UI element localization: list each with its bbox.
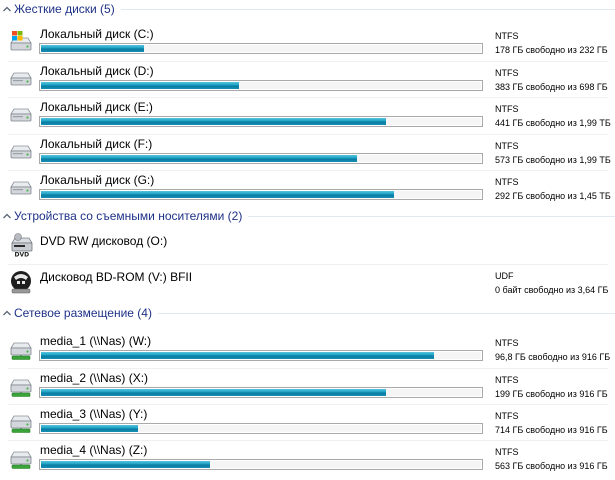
- filesystem-label: NTFS: [495, 31, 519, 41]
- collapse-chevron-icon[interactable]: [1, 304, 13, 322]
- drive-name: Локальный диск (D:): [40, 64, 154, 78]
- filesystem-label: NTFS: [495, 141, 519, 151]
- usage-bar: [39, 80, 483, 91]
- free-space-label: 292 ГБ свободно из 1,45 ТБ: [495, 191, 611, 201]
- drive-name: Локальный диск (F:): [40, 137, 153, 151]
- dvd-drive-icon: [8, 233, 34, 259]
- drive-item-f[interactable]: Локальный диск (F:) NTFS 573 ГБ свободно…: [0, 134, 615, 170]
- group-title: Сетевое размещение (4): [14, 306, 152, 320]
- usage-bar: [39, 189, 483, 200]
- usage-bar-fill: [41, 191, 394, 198]
- filesystem-label: NTFS: [495, 338, 519, 348]
- hard-drive-icon: [8, 102, 34, 128]
- usage-bar-fill: [41, 389, 386, 396]
- drive-item-g[interactable]: Локальный диск (G:) NTFS 292 ГБ свободно…: [0, 170, 615, 206]
- item-separator: [8, 170, 608, 171]
- hard-drive-icon: [8, 66, 34, 92]
- bd-rom-disc-icon: [8, 269, 34, 295]
- group-divider: [120, 8, 615, 10]
- filesystem-label: UDF: [495, 271, 514, 281]
- drive-name: Дисковод BD-ROM (V:) BFII: [40, 270, 193, 284]
- drive-name: Локальный диск (E:): [40, 100, 153, 114]
- drive-item-w[interactable]: media_1 (\\Nas) (W:) NTFS 96,8 ГБ свобод…: [0, 331, 615, 367]
- usage-bar: [39, 459, 483, 470]
- network-drive-icon: [8, 445, 34, 471]
- drive-item-e[interactable]: Локальный диск (E:) NTFS 441 ГБ свободно…: [0, 97, 615, 133]
- free-space-label: 96,8 ГБ свободно из 916 ГБ: [495, 352, 611, 362]
- filesystem-label: NTFS: [495, 68, 519, 78]
- group-divider: [248, 215, 615, 217]
- usage-bar: [39, 43, 483, 54]
- filesystem-label: NTFS: [495, 177, 519, 187]
- collapse-chevron-icon[interactable]: [1, 0, 13, 18]
- drive-item-d[interactable]: Локальный диск (D:) NTFS 383 ГБ свободно…: [0, 61, 615, 97]
- drive-name: DVD RW дисковод (O:): [40, 234, 168, 248]
- item-separator: [8, 404, 608, 405]
- usage-bar: [39, 350, 483, 361]
- group-title: Устройства со съемными носителями (2): [14, 209, 243, 223]
- group-title: Жесткие диски (5): [14, 2, 115, 16]
- usage-bar-fill: [41, 82, 239, 89]
- free-space-label: 178 ГБ свободно из 232 ГБ: [495, 45, 608, 55]
- drive-item-x[interactable]: media_2 (\\Nas) (X:) NTFS 199 ГБ свободн…: [0, 368, 615, 404]
- usage-bar-fill: [41, 425, 138, 432]
- network-drive-icon: [8, 409, 34, 435]
- network-drive-icon: [8, 336, 34, 362]
- usage-bar: [39, 153, 483, 164]
- group-header-network[interactable]: Сетевое размещение (4): [0, 304, 615, 322]
- hard-drive-icon: [8, 139, 34, 165]
- drive-item-v[interactable]: Дисковод BD-ROM (V:) BFII UDF 0 байт сво…: [0, 264, 615, 300]
- item-separator: [8, 264, 608, 265]
- usage-bar-fill: [41, 45, 144, 52]
- drive-item-z[interactable]: media_4 (\\Nas) (Z:) NTFS 563 ГБ свободн…: [0, 440, 615, 476]
- usage-bar-fill: [41, 352, 434, 359]
- drive-item-y[interactable]: media_3 (\\Nas) (Y:) NTFS 714 ГБ свободн…: [0, 404, 615, 440]
- free-space-label: 0 байт свободно из 3,64 ГБ: [495, 285, 609, 295]
- free-space-label: 199 ГБ свободно из 916 ГБ: [495, 389, 608, 399]
- usage-bar-fill: [41, 155, 357, 162]
- filesystem-label: NTFS: [495, 375, 519, 385]
- free-space-label: 714 ГБ свободно из 916 ГБ: [495, 425, 608, 435]
- filesystem-label: NTFS: [495, 447, 519, 457]
- item-separator: [8, 368, 608, 369]
- group-header-removable[interactable]: Устройства со съемными носителями (2): [0, 207, 615, 225]
- free-space-label: 383 ГБ свободно из 698 ГБ: [495, 82, 608, 92]
- drive-name: media_1 (\\Nas) (W:): [40, 334, 152, 348]
- network-drive-icon: [8, 373, 34, 399]
- usage-bar-fill: [41, 461, 210, 468]
- usage-bar: [39, 116, 483, 127]
- hard-drive-icon: [8, 175, 34, 201]
- item-separator: [8, 134, 608, 135]
- free-space-label: 573 ГБ свободно из 1,99 ТБ: [495, 155, 611, 165]
- item-separator: [8, 61, 608, 62]
- drive-name: media_2 (\\Nas) (X:): [40, 371, 149, 385]
- item-separator: [8, 97, 608, 98]
- group-divider: [157, 312, 615, 314]
- collapse-chevron-icon[interactable]: [1, 207, 13, 225]
- drive-item-o[interactable]: DVD RW дисковод (O:): [0, 228, 615, 264]
- usage-bar: [39, 387, 483, 398]
- drive-name: Локальный диск (G:): [40, 173, 155, 187]
- drive-item-c[interactable]: Локальный диск (C:) NTFS 178 ГБ свободно…: [0, 24, 615, 60]
- filesystem-label: NTFS: [495, 104, 519, 114]
- usage-bar-fill: [41, 118, 386, 125]
- group-header-hard-disks[interactable]: Жесткие диски (5): [0, 0, 615, 18]
- free-space-label: 441 ГБ свободно из 1,99 ТБ: [495, 118, 611, 128]
- usage-bar: [39, 423, 483, 434]
- filesystem-label: NTFS: [495, 411, 519, 421]
- drive-name: media_3 (\\Nas) (Y:): [40, 407, 148, 421]
- windows-drive-icon: [8, 29, 34, 55]
- drive-name: media_4 (\\Nas) (Z:): [40, 443, 148, 457]
- item-separator: [8, 440, 608, 441]
- drive-name: Локальный диск (C:): [40, 27, 154, 41]
- free-space-label: 563 ГБ свободно из 916 ГБ: [495, 461, 608, 471]
